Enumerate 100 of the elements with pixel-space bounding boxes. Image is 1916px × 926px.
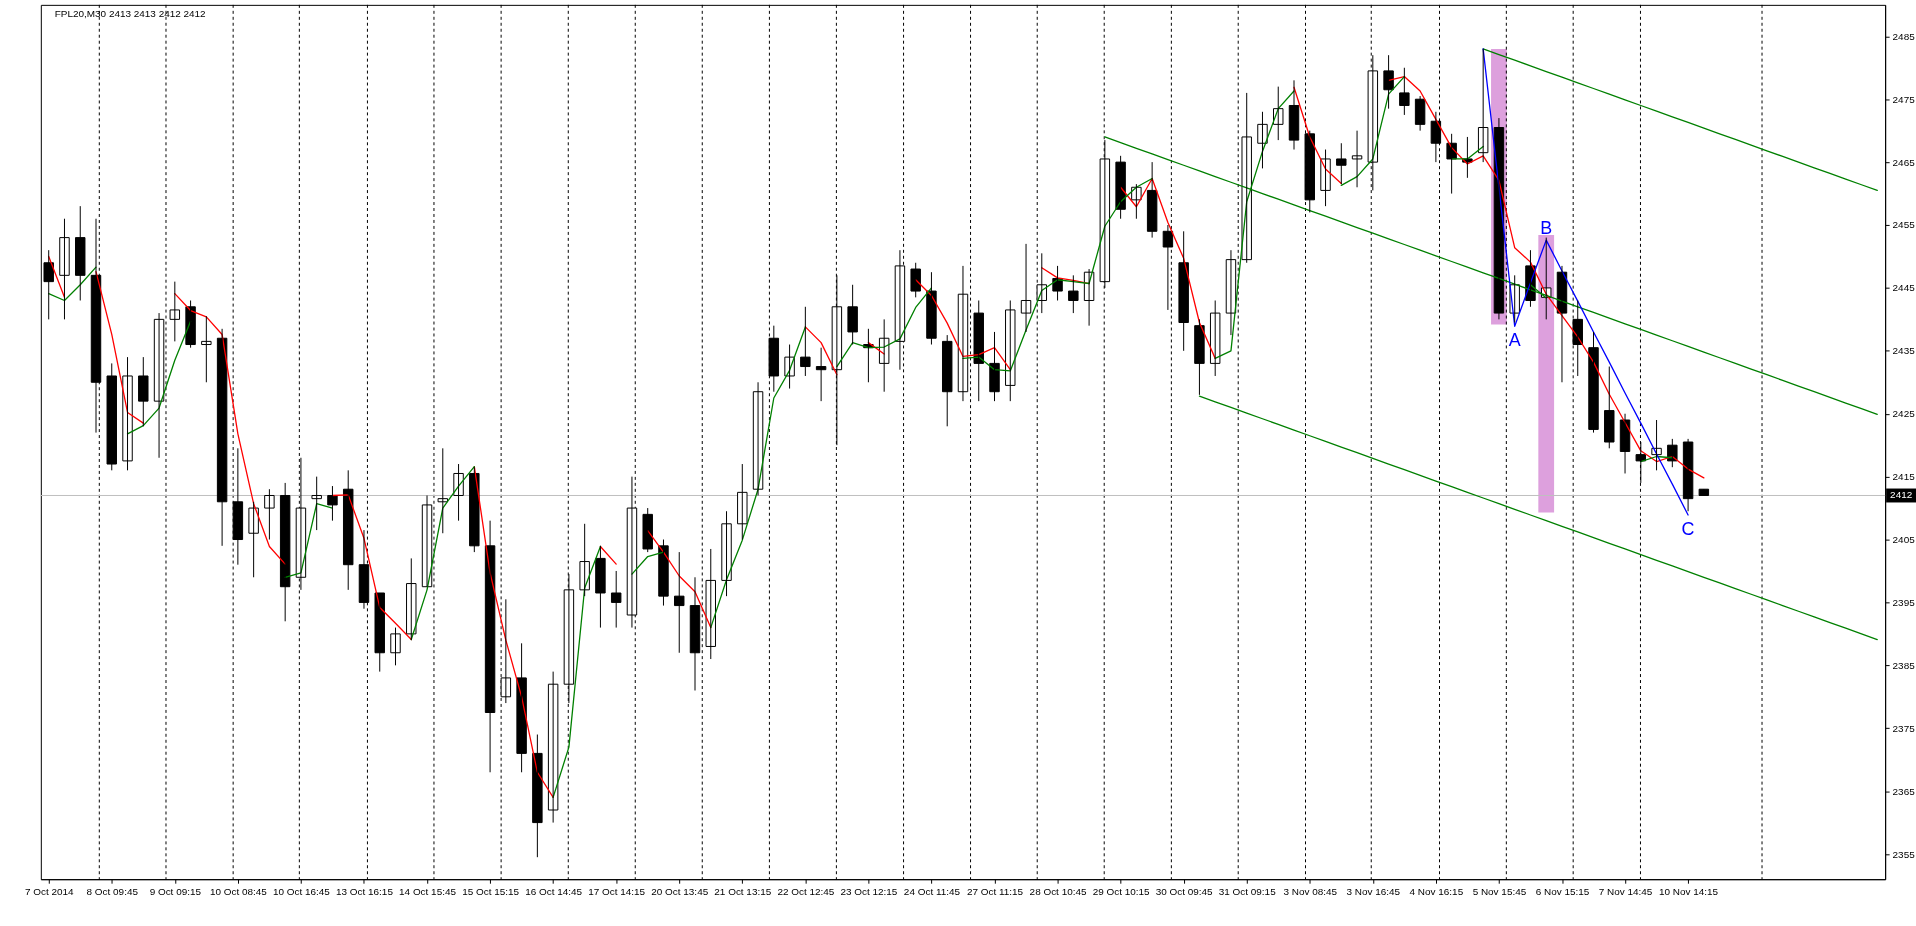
y-tick-label: 2455 (1892, 219, 1916, 231)
candlestick (705, 548, 716, 660)
y-tick-label: 2435 (1892, 345, 1916, 357)
x-tick-label: 27 Oct 11:15 (966, 885, 1024, 897)
candlestick (437, 447, 449, 534)
y-tick-label: 2485 (1892, 30, 1916, 42)
candlestick (595, 545, 606, 629)
candlestick (910, 262, 921, 298)
candlestick (374, 592, 385, 673)
candlestick (642, 507, 653, 553)
x-tick-label: 6 Nov 15:15 (1535, 885, 1590, 897)
candlestick (579, 523, 590, 597)
candlestick (1604, 366, 1615, 449)
x-tick-label: 3 Nov 16:45 (1346, 885, 1401, 897)
candlestick (1588, 331, 1599, 434)
annotation: B (1540, 218, 1553, 239)
candlestick (1257, 111, 1268, 169)
x-tick-label: 20 Oct 13:45 (651, 885, 709, 897)
candlestick (737, 463, 748, 541)
candlestick (1477, 48, 1489, 163)
x-tick-label: 24 Oct 11:45 (903, 885, 961, 897)
candlestick (169, 281, 181, 342)
x-tick-label: 17 Oct 14:15 (588, 885, 646, 897)
candlestick (1194, 318, 1205, 396)
candlestick (1351, 130, 1363, 188)
candlestick (516, 642, 527, 773)
line-series (1198, 395, 1878, 641)
candlestick (106, 362, 117, 471)
x-tick-label: 28 Oct 10:45 (1029, 885, 1087, 897)
candlestick (1068, 274, 1079, 314)
x-tick-label: 10 Oct 16:45 (272, 885, 331, 897)
x-tick-label: 3 Nov 08:45 (1283, 885, 1338, 897)
x-tick-label: 4 Nov 16:15 (1409, 885, 1464, 897)
candlestick (1320, 149, 1331, 207)
y-tick-label: 2415 (1892, 471, 1916, 483)
line-series (1482, 48, 1878, 192)
candlestick (989, 331, 1000, 402)
candlestick (248, 501, 259, 578)
candlestick (1115, 155, 1126, 220)
chart-title: FPL20,M30 2413 2413 2412 2412 (54, 7, 207, 19)
x-tick-label: 7 Nov 14:45 (1598, 885, 1653, 897)
candlestick (658, 539, 669, 607)
line-series (1482, 48, 1689, 516)
candlestick (1383, 54, 1394, 110)
x-tick-label: 5 Nov 15:45 (1472, 885, 1527, 897)
candlestick (342, 469, 354, 591)
y-tick-label: 2365 (1892, 785, 1916, 797)
y-tick-label: 2405 (1892, 534, 1916, 546)
candlestick (1005, 300, 1016, 402)
y-tick-label: 2355 (1892, 848, 1916, 860)
candlestick (311, 476, 322, 531)
candlestick (973, 300, 984, 402)
candlestick (721, 510, 732, 597)
candlestick (138, 356, 149, 427)
candlestick (532, 734, 543, 858)
y-tick-label: 2375 (1892, 722, 1916, 734)
y-tick-label: 2475 (1892, 93, 1916, 105)
annotation: C (1681, 518, 1695, 539)
candlestick (926, 271, 937, 346)
candlestick (264, 488, 275, 541)
x-tick-label: 29 Oct 10:15 (1092, 885, 1151, 897)
candlestick (800, 306, 811, 377)
candlestick (406, 557, 417, 641)
candlestick (847, 284, 858, 346)
x-tick-label: 16 Oct 14:45 (525, 885, 583, 897)
ref-line-label: 2412 (1890, 489, 1913, 501)
candlestick (610, 570, 622, 629)
candlestick (1635, 441, 1647, 484)
x-tick-label: 14 Oct 15:45 (399, 885, 457, 897)
x-tick-label: 10 Nov 14:15 (1659, 885, 1719, 897)
candlestick (941, 334, 953, 427)
candlestick (327, 485, 338, 522)
candlestick (469, 466, 480, 553)
x-tick-label: 13 Oct 16:15 (336, 885, 394, 897)
x-tick-label: 9 Oct 09:15 (149, 885, 202, 897)
candlestick (43, 249, 54, 320)
x-tick-label: 21 Oct 13:15 (714, 885, 772, 897)
x-tick-label: 15 Oct 15:15 (462, 885, 520, 897)
candlestick (122, 356, 133, 471)
y-tick-label: 2445 (1892, 282, 1916, 294)
candlestick (1178, 230, 1189, 352)
y-tick-label: 2465 (1892, 156, 1916, 168)
candlestick (1336, 142, 1347, 185)
x-tick-label: 30 Oct 09:45 (1155, 885, 1214, 897)
y-tick-label: 2425 (1892, 408, 1916, 420)
candlestick (1698, 488, 1710, 496)
candlestick (75, 205, 86, 301)
candlestick (201, 315, 212, 383)
annotation: A (1508, 330, 1521, 351)
candlestick (674, 551, 685, 654)
candlestick (1399, 67, 1410, 116)
candlestick (1209, 300, 1221, 377)
x-tick-label: 7 Oct 2014 (24, 885, 74, 897)
x-tick-label: 23 Oct 12:15 (840, 885, 898, 897)
y-tick-label: 2395 (1892, 596, 1916, 608)
candlestick (390, 627, 401, 666)
y-tick-label: 2385 (1892, 659, 1916, 671)
x-tick-label: 8 Oct 09:45 (86, 885, 139, 897)
candlestick (279, 482, 291, 622)
x-tick-label: 10 Oct 08:45 (209, 885, 268, 897)
